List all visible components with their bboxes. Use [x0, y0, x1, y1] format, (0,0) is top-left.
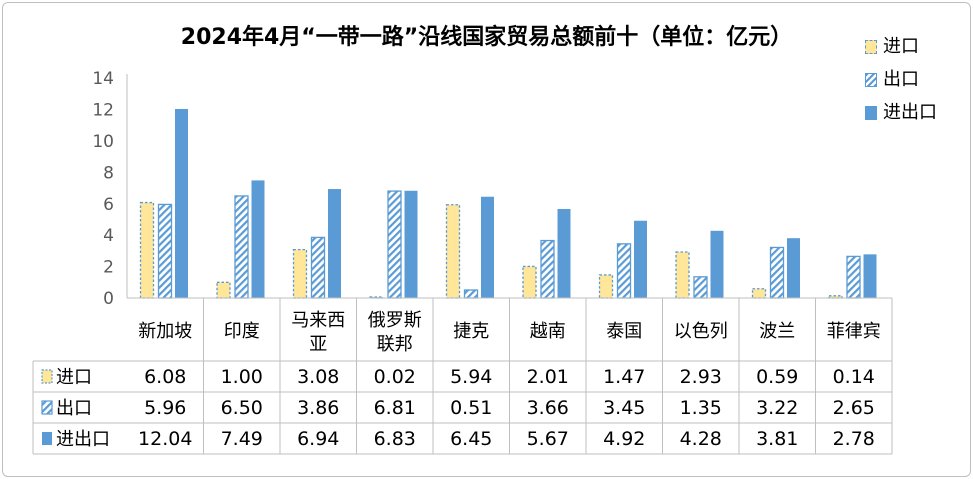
bar-total: [710, 230, 724, 298]
y-tick-label: 8: [103, 163, 114, 183]
y-tick-label: 0: [103, 289, 114, 309]
data-table-value: 6.45: [450, 428, 492, 450]
y-tick-label: 12: [92, 101, 114, 121]
bar-import: [292, 248, 308, 299]
data-table-value: 3.81: [756, 428, 798, 450]
bar-import: [598, 274, 614, 299]
data-table-value: 2.01: [527, 366, 569, 388]
y-tick-label: 6: [103, 195, 114, 215]
bar-import: [445, 204, 461, 299]
data-table-value: 7.49: [221, 428, 263, 450]
data-table-value: 6.94: [297, 428, 339, 450]
bar-import: [522, 265, 537, 299]
bar-total: [557, 208, 571, 298]
bar-export: [616, 243, 632, 299]
category-label: 印度: [224, 321, 260, 342]
data-table-value: 4.28: [680, 428, 722, 450]
bar-export: [846, 255, 861, 299]
y-tick-label: 2: [103, 258, 114, 278]
bar-import: [828, 295, 843, 299]
data-table-value: 4.92: [603, 428, 645, 450]
data-table-value: 5.94: [450, 366, 492, 388]
data-table-value: 3.66: [527, 397, 569, 419]
chart-title: 2024年4月“一带一路”沿线国家贸易总额前十（单位：亿元）: [180, 25, 793, 50]
bar-total: [251, 180, 265, 298]
data-table-value: 3.45: [603, 397, 645, 419]
bar-total: [328, 189, 341, 298]
bar-total: [404, 190, 418, 298]
data-table-value: 1.00: [221, 366, 263, 388]
category-label: 联邦: [377, 334, 413, 355]
legend-swatch-total: [865, 106, 877, 120]
category-label: 马来西: [291, 310, 345, 331]
bar-export: [310, 236, 326, 299]
bar-export: [693, 276, 708, 299]
data-table-value: 6.83: [374, 428, 416, 450]
legend-label-total: 进出口: [883, 102, 937, 123]
category-label: 泰国: [606, 321, 642, 342]
table-swatch-export: [41, 400, 53, 415]
category-label: 菲律宾: [827, 321, 881, 342]
category-label: 新加坡: [138, 321, 192, 342]
bar-export: [540, 239, 555, 299]
bar-total: [634, 220, 647, 298]
data-table-value: 0.02: [374, 366, 416, 388]
bar-export: [463, 289, 479, 299]
data-table-value: 1.47: [603, 366, 645, 388]
table-swatch-total: [42, 432, 52, 445]
bar-import: [139, 201, 155, 299]
bar-import: [216, 281, 231, 299]
data-table-value: 2.93: [680, 366, 722, 388]
data-table-value: 2.78: [833, 428, 875, 450]
y-tick-label: 4: [103, 226, 114, 246]
category-label: 波兰: [759, 321, 795, 342]
data-table-value: 6.08: [144, 366, 186, 388]
data-table-value: 1.35: [680, 397, 722, 419]
data-table-value: 6.81: [374, 397, 416, 419]
table-row-label: 进口: [56, 367, 92, 388]
data-table-value: 3.08: [297, 366, 339, 388]
bar-export: [234, 195, 249, 299]
y-tick-label: 10: [92, 132, 114, 152]
category-label: 俄罗斯: [368, 310, 422, 331]
table-row-label: 出口: [56, 398, 92, 419]
bar-import: [751, 288, 767, 299]
data-table-value: 5.67: [527, 428, 569, 450]
bar-export: [769, 246, 785, 299]
data-table-value: 5.96: [144, 397, 186, 419]
data-table-value: 3.86: [297, 397, 339, 419]
data-table-value: 0.14: [833, 366, 875, 388]
bar-total: [175, 108, 188, 298]
bar-export: [387, 190, 402, 299]
legend-swatch-export: [865, 73, 877, 87]
bar-total: [481, 196, 494, 298]
category-label: 越南: [530, 321, 566, 342]
data-table-value: 0.59: [756, 366, 798, 388]
legend-swatch-import: [865, 40, 877, 54]
data-table-value: 12.04: [138, 428, 192, 450]
data-table-value: 0.51: [450, 397, 492, 419]
category-label: 以色列: [674, 321, 728, 342]
bar-total: [863, 254, 877, 298]
data-table-value: 2.65: [833, 397, 875, 419]
y-tick-label: 14: [92, 69, 114, 89]
data-table-value: 6.50: [221, 397, 263, 419]
data-table-value: 3.22: [756, 397, 798, 419]
legend-label-export: 出口: [883, 69, 919, 90]
category-label: 捷克: [453, 321, 489, 342]
bar-export: [157, 203, 173, 299]
table-swatch-import: [41, 369, 53, 384]
category-label: 亚: [309, 334, 327, 355]
table-row-label: 进出口: [56, 429, 110, 450]
legend-label-import: 进口: [883, 36, 919, 57]
bar-import: [675, 251, 690, 299]
bar-total: [787, 238, 800, 298]
